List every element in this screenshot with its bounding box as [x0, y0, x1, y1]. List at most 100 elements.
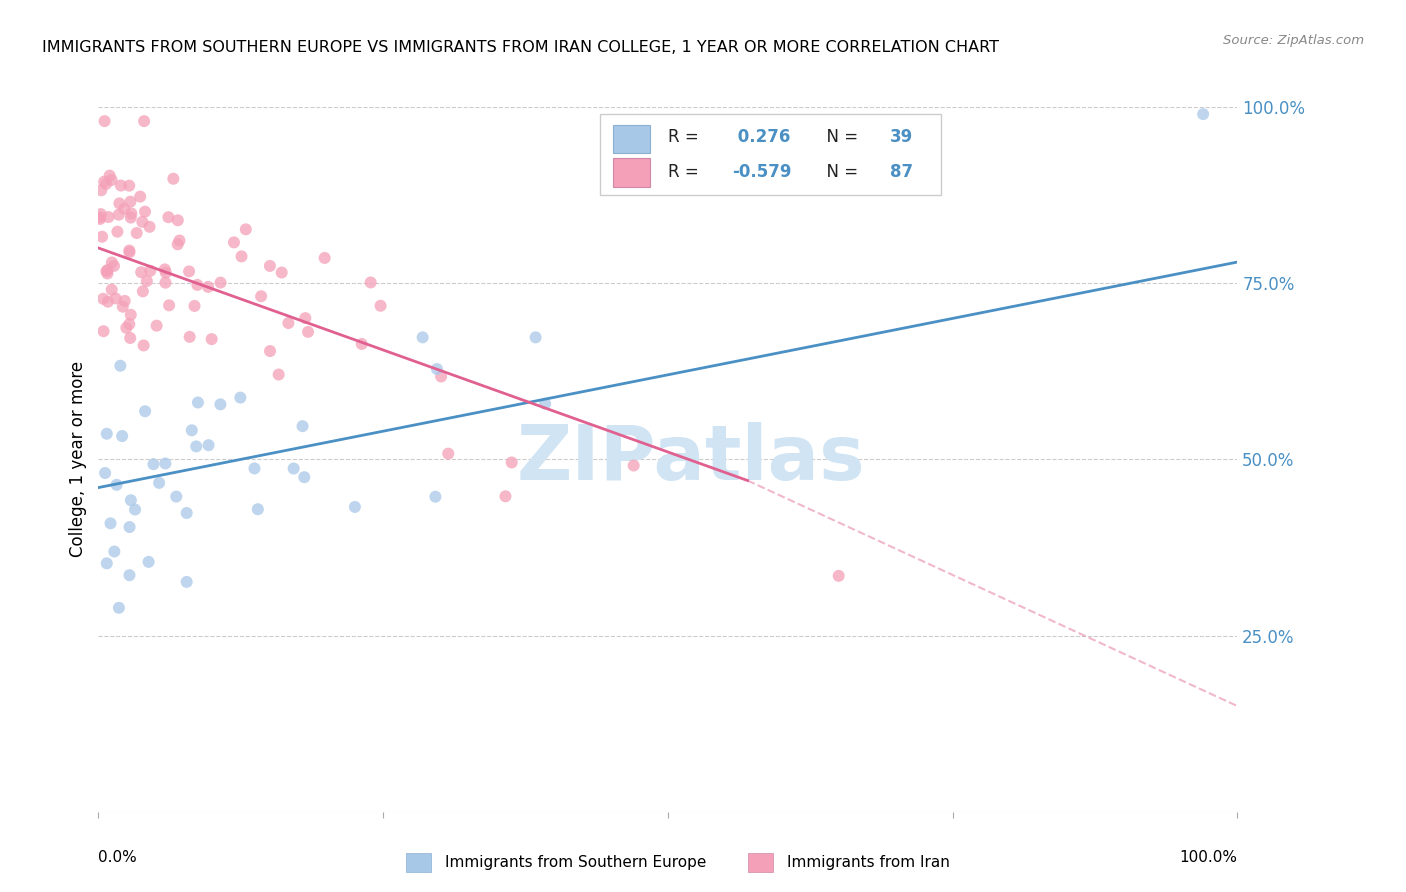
- Point: [186, 277, 208, 292]
- Point: [118, 245, 141, 260]
- Point: [94, 466, 117, 480]
- Point: [157, 298, 180, 312]
- Point: [343, 500, 366, 514]
- Point: [187, 395, 209, 409]
- Point: [412, 330, 434, 344]
- Point: [96, 267, 118, 281]
- Point: [129, 189, 152, 203]
- Point: [425, 490, 447, 504]
- Point: [155, 266, 177, 280]
- Text: Immigrants from Iran: Immigrants from Iran: [787, 855, 950, 870]
- Text: ZIPatlas: ZIPatlas: [516, 423, 865, 496]
- Point: [426, 362, 449, 376]
- Point: [135, 274, 157, 288]
- Point: [93, 114, 115, 128]
- Point: [162, 171, 184, 186]
- Point: [120, 493, 142, 508]
- Point: [101, 255, 124, 269]
- Point: [524, 330, 547, 344]
- Point: [270, 265, 292, 279]
- Point: [209, 397, 232, 411]
- Point: [103, 259, 125, 273]
- Text: 100.0%: 100.0%: [1180, 850, 1237, 865]
- Point: [120, 206, 142, 220]
- Point: [169, 234, 191, 248]
- Point: [134, 404, 156, 418]
- Point: [623, 458, 645, 473]
- Point: [96, 264, 118, 278]
- Point: [124, 502, 146, 516]
- Point: [114, 293, 136, 308]
- Point: [96, 426, 118, 441]
- Point: [360, 276, 382, 290]
- Point: [97, 210, 120, 224]
- Point: [222, 235, 245, 250]
- Point: [98, 169, 121, 183]
- Point: [97, 294, 120, 309]
- Point: [350, 337, 373, 351]
- Point: [97, 263, 120, 277]
- Point: [105, 225, 128, 239]
- Point: [132, 285, 155, 299]
- Point: [91, 292, 114, 306]
- Point: [120, 308, 142, 322]
- Point: [259, 259, 281, 273]
- Point: [120, 194, 142, 209]
- Point: [314, 251, 336, 265]
- Point: [186, 439, 208, 453]
- Point: [91, 229, 114, 244]
- Point: [157, 210, 180, 224]
- Point: [118, 317, 141, 331]
- Point: [259, 344, 281, 359]
- Point: [108, 600, 131, 615]
- Point: [118, 244, 141, 258]
- Point: [104, 292, 127, 306]
- Point: [437, 447, 460, 461]
- Point: [1192, 107, 1215, 121]
- Point: [153, 262, 176, 277]
- Point: [176, 506, 198, 520]
- Text: -0.579: -0.579: [731, 163, 792, 181]
- Point: [201, 332, 224, 346]
- Point: [495, 489, 517, 503]
- Point: [235, 222, 257, 236]
- Point: [131, 215, 153, 229]
- Point: [177, 264, 200, 278]
- Point: [96, 557, 118, 571]
- Point: [100, 283, 122, 297]
- Point: [243, 461, 266, 475]
- Point: [134, 114, 156, 128]
- Point: [89, 211, 111, 226]
- Text: R =: R =: [668, 163, 704, 181]
- FancyBboxPatch shape: [613, 159, 650, 186]
- Point: [93, 324, 115, 338]
- Point: [108, 196, 131, 211]
- Point: [294, 311, 316, 326]
- Point: [183, 299, 205, 313]
- Point: [828, 569, 851, 583]
- Point: [120, 211, 142, 225]
- Point: [179, 330, 201, 344]
- Point: [501, 455, 523, 469]
- Point: [250, 289, 273, 303]
- Point: [166, 213, 188, 227]
- Point: [90, 183, 112, 197]
- Point: [118, 520, 141, 534]
- Point: [246, 502, 269, 516]
- Point: [107, 208, 129, 222]
- Point: [283, 461, 305, 475]
- Point: [176, 574, 198, 589]
- Text: Immigrants from Southern Europe: Immigrants from Southern Europe: [446, 855, 707, 870]
- Point: [229, 391, 252, 405]
- Point: [90, 207, 112, 221]
- Point: [180, 423, 202, 437]
- Point: [118, 568, 141, 582]
- Point: [110, 359, 132, 373]
- Text: R =: R =: [668, 128, 704, 146]
- Point: [89, 211, 111, 225]
- Point: [125, 226, 148, 240]
- FancyBboxPatch shape: [613, 125, 650, 153]
- Point: [155, 457, 177, 471]
- Point: [267, 368, 290, 382]
- Point: [115, 320, 138, 334]
